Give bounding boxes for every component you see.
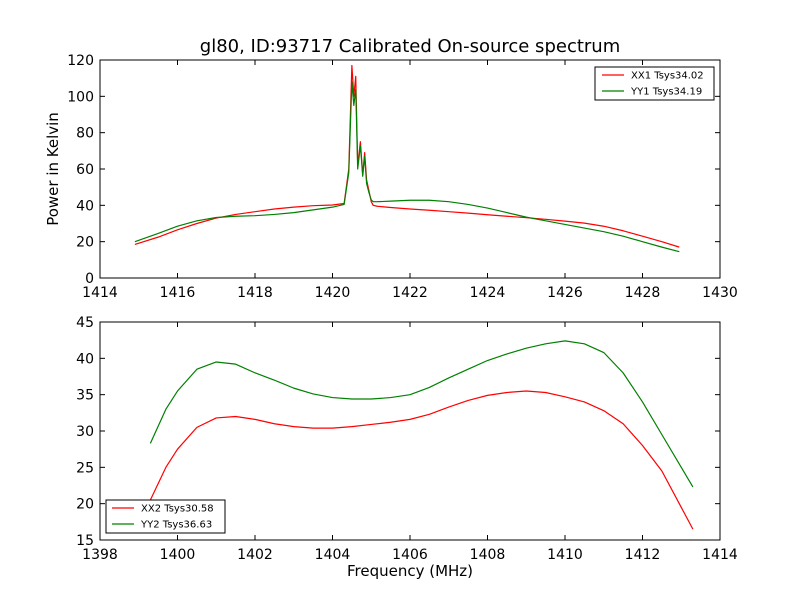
- chart-title: gl80, ID:93717 Calibrated On-source spec…: [200, 36, 620, 57]
- x-tick-label: 1406: [392, 547, 428, 563]
- x-tick-label: 1422: [392, 285, 428, 301]
- y-tick-label: 60: [76, 162, 94, 178]
- series-line-xx2: [149, 390, 694, 530]
- series-line-yy1: [134, 81, 680, 253]
- y-tick-label: 35: [76, 388, 94, 404]
- x-tick-label: 1418: [237, 285, 273, 301]
- x-tick-label: 1426: [547, 285, 583, 301]
- series-group: [149, 340, 694, 530]
- x-tick-label: 1404: [315, 547, 351, 563]
- x-tick-label: 1420: [315, 285, 351, 301]
- x-tick-label: 1412: [625, 547, 661, 563]
- y-tick-label: 45: [76, 315, 94, 331]
- plot-frame: [99, 59, 721, 279]
- y-axis-label: Power in Kelvin: [44, 112, 62, 226]
- x-tick-label: 1414: [702, 547, 738, 563]
- legend-box: [105, 499, 226, 534]
- y-tick-label: 15: [76, 533, 94, 549]
- legend-box: [594, 66, 715, 101]
- y-tick-label: 20: [76, 235, 94, 251]
- y-tick-label: 30: [76, 424, 94, 440]
- x-tick-label: 1408: [470, 547, 506, 563]
- legend-label-xx1: XX1 Tsys34.02: [631, 71, 704, 82]
- series-group: [134, 64, 680, 253]
- chart-bottom: Frequency (MHz) 1398 1400 1402 1404 1406 1408…: [76, 315, 738, 580]
- y-tick-label: 0: [85, 271, 94, 287]
- x-tick-label: 1402: [237, 547, 273, 563]
- y-tick-label: 20: [76, 497, 94, 513]
- x-tick-label: 1400: [160, 547, 196, 563]
- plot-frame: [99, 321, 721, 541]
- chart-top: gl80, ID:93717 Calibrated On-source spec…: [44, 36, 738, 301]
- x-tick-label: 1428: [625, 285, 661, 301]
- x-tick-label: 1430: [702, 285, 738, 301]
- y-tick-label: 120: [67, 53, 94, 69]
- x-axis-label: Frequency (MHz): [347, 562, 473, 580]
- y-tick-label: 40: [76, 198, 94, 214]
- y-tick-label: 100: [67, 89, 94, 105]
- x-tick-label: 1424: [470, 285, 506, 301]
- y-tick-label: 40: [76, 351, 94, 367]
- legend: XX2 Tsys30.58 YY2 Tsys36.63: [105, 499, 226, 534]
- x-tick-label: 1410: [547, 547, 583, 563]
- tick-group: 1398 1400 1402 1404 1406 1408 1410 1412 1414 15 20…: [76, 315, 738, 563]
- legend: XX1 Tsys34.02 YY1 Tsys34.19: [594, 66, 715, 101]
- y-tick-label: 25: [76, 460, 94, 476]
- legend-label-yy1: YY1 Tsys34.19: [630, 87, 702, 98]
- y-tick-label: 80: [76, 126, 94, 142]
- legend-label-yy2: YY2 Tsys36.63: [140, 520, 212, 531]
- x-tick-label: 1416: [160, 285, 196, 301]
- legend-label-xx2: XX2 Tsys30.58: [141, 504, 214, 515]
- series-line-yy2: [149, 340, 694, 488]
- tick-group: 1414 1416 1418 1420 1422 1424 1426 1428 1430 0 20 4…: [67, 53, 738, 301]
- x-tick-label: 1398: [82, 547, 118, 563]
- x-tick-label: 1414: [82, 285, 118, 301]
